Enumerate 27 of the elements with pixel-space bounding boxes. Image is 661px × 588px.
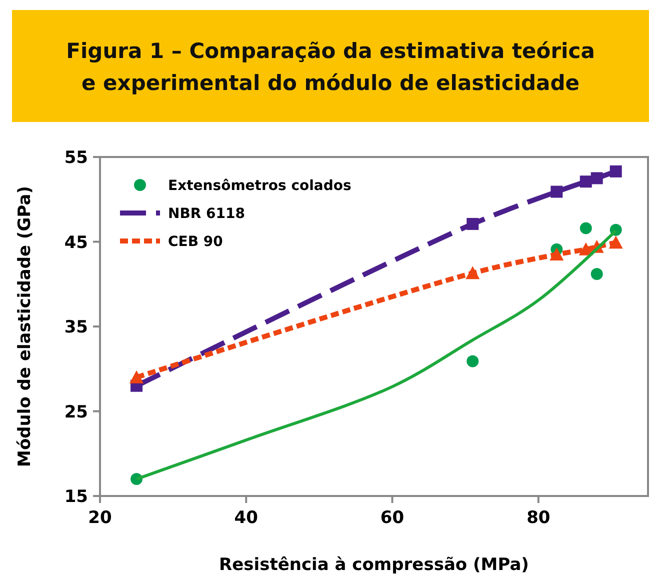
chart-title: Figura 1 – Comparação da estimativa teórica e experimental do módulo de elasticidade [66, 39, 595, 95]
point [590, 268, 603, 280]
point [590, 172, 603, 184]
x-axis-title: Resistência à compressão (MPa) [219, 555, 529, 575]
point [466, 355, 479, 368]
legend-label: Extensômetros colados [168, 178, 352, 194]
legend-label: NBR 6118 [168, 206, 246, 222]
point [610, 165, 622, 178]
y-tick-label: 55 [64, 148, 88, 168]
legend-label: CEB 90 [168, 234, 224, 250]
point [550, 186, 563, 198]
point [130, 370, 144, 384]
point [466, 218, 479, 230]
y-tick-label: 15 [64, 487, 88, 507]
x-tick-label: 40 [234, 508, 258, 528]
y-axis-title: Módulo de elasticidade (GPa) [15, 186, 35, 467]
point [550, 247, 564, 260]
x-tick-label: 20 [88, 508, 112, 528]
point [608, 236, 623, 249]
point [580, 176, 592, 188]
x-tick-label: 80 [526, 508, 550, 528]
x-tick-label: 60 [380, 508, 404, 528]
y-tick-label: 45 [64, 232, 88, 253]
y-tick-label: 35 [64, 318, 88, 338]
y-tick-label: 25 [64, 402, 88, 422]
point [466, 266, 480, 280]
point [580, 222, 592, 234]
